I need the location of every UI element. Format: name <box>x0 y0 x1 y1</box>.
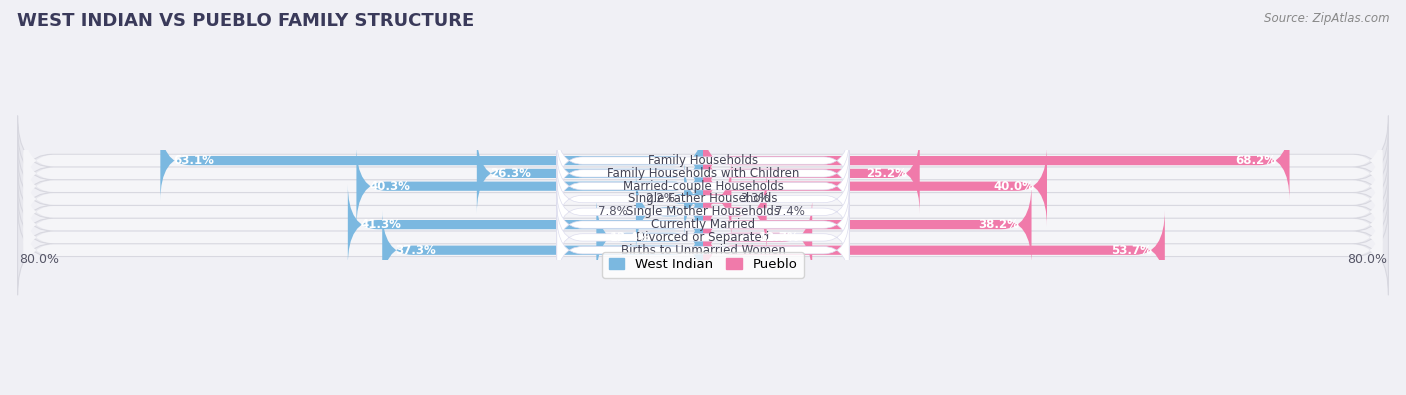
Text: 12.7%: 12.7% <box>759 231 800 244</box>
Text: Family Households with Children: Family Households with Children <box>607 167 799 180</box>
Text: Source: ZipAtlas.com: Source: ZipAtlas.com <box>1264 12 1389 25</box>
FancyBboxPatch shape <box>703 120 1289 201</box>
Text: 38.2%: 38.2% <box>977 218 1018 231</box>
Text: 41.3%: 41.3% <box>361 218 402 231</box>
Text: Divorced or Separated: Divorced or Separated <box>637 231 769 244</box>
Text: 12.4%: 12.4% <box>609 231 650 244</box>
FancyBboxPatch shape <box>702 159 733 239</box>
Text: 80.0%: 80.0% <box>20 253 59 266</box>
FancyBboxPatch shape <box>24 186 1382 263</box>
Text: Married-couple Households: Married-couple Households <box>623 180 783 193</box>
FancyBboxPatch shape <box>18 154 1388 244</box>
FancyBboxPatch shape <box>557 203 849 272</box>
Text: 37.3%: 37.3% <box>395 244 436 257</box>
Legend: West Indian, Pueblo: West Indian, Pueblo <box>602 252 804 278</box>
Text: 7.4%: 7.4% <box>775 205 806 218</box>
FancyBboxPatch shape <box>347 184 703 265</box>
FancyBboxPatch shape <box>557 164 849 234</box>
FancyBboxPatch shape <box>18 192 1388 282</box>
FancyBboxPatch shape <box>18 141 1388 231</box>
Text: Single Father Households: Single Father Households <box>628 192 778 205</box>
Text: Births to Unmarried Women: Births to Unmarried Women <box>620 244 786 257</box>
Text: 3.3%: 3.3% <box>740 192 769 205</box>
Text: 80.0%: 80.0% <box>1347 253 1386 266</box>
Text: 63.1%: 63.1% <box>173 154 214 167</box>
FancyBboxPatch shape <box>356 146 703 226</box>
FancyBboxPatch shape <box>703 210 1164 290</box>
FancyBboxPatch shape <box>18 180 1388 269</box>
FancyBboxPatch shape <box>703 184 1032 265</box>
FancyBboxPatch shape <box>557 177 849 246</box>
Text: 68.2%: 68.2% <box>1236 154 1277 167</box>
FancyBboxPatch shape <box>557 151 849 221</box>
Text: 53.7%: 53.7% <box>1111 244 1152 257</box>
FancyBboxPatch shape <box>18 116 1388 205</box>
Text: 7.8%: 7.8% <box>598 205 627 218</box>
Text: Family Households: Family Households <box>648 154 758 167</box>
Text: WEST INDIAN VS PUEBLO FAMILY STRUCTURE: WEST INDIAN VS PUEBLO FAMILY STRUCTURE <box>17 12 474 30</box>
FancyBboxPatch shape <box>703 146 1047 226</box>
FancyBboxPatch shape <box>382 210 703 290</box>
FancyBboxPatch shape <box>557 139 849 208</box>
FancyBboxPatch shape <box>596 197 703 278</box>
Text: Single Mother Households: Single Mother Households <box>626 205 780 218</box>
FancyBboxPatch shape <box>703 171 766 252</box>
FancyBboxPatch shape <box>557 126 849 195</box>
FancyBboxPatch shape <box>24 211 1382 289</box>
FancyBboxPatch shape <box>24 147 1382 225</box>
FancyBboxPatch shape <box>557 216 849 285</box>
FancyBboxPatch shape <box>18 205 1388 295</box>
FancyBboxPatch shape <box>703 197 813 278</box>
Text: 25.2%: 25.2% <box>866 167 907 180</box>
FancyBboxPatch shape <box>703 133 920 214</box>
FancyBboxPatch shape <box>24 134 1382 213</box>
FancyBboxPatch shape <box>477 133 703 214</box>
FancyBboxPatch shape <box>24 160 1382 238</box>
Text: 40.3%: 40.3% <box>370 180 411 193</box>
Text: Currently Married: Currently Married <box>651 218 755 231</box>
FancyBboxPatch shape <box>557 190 849 260</box>
Text: 2.2%: 2.2% <box>645 192 675 205</box>
FancyBboxPatch shape <box>18 167 1388 257</box>
FancyBboxPatch shape <box>24 173 1382 251</box>
FancyBboxPatch shape <box>24 198 1382 276</box>
FancyBboxPatch shape <box>636 171 703 252</box>
FancyBboxPatch shape <box>673 159 714 239</box>
Text: 40.0%: 40.0% <box>993 180 1033 193</box>
FancyBboxPatch shape <box>160 120 703 201</box>
FancyBboxPatch shape <box>24 122 1382 199</box>
Text: 26.3%: 26.3% <box>489 167 530 180</box>
FancyBboxPatch shape <box>18 128 1388 218</box>
